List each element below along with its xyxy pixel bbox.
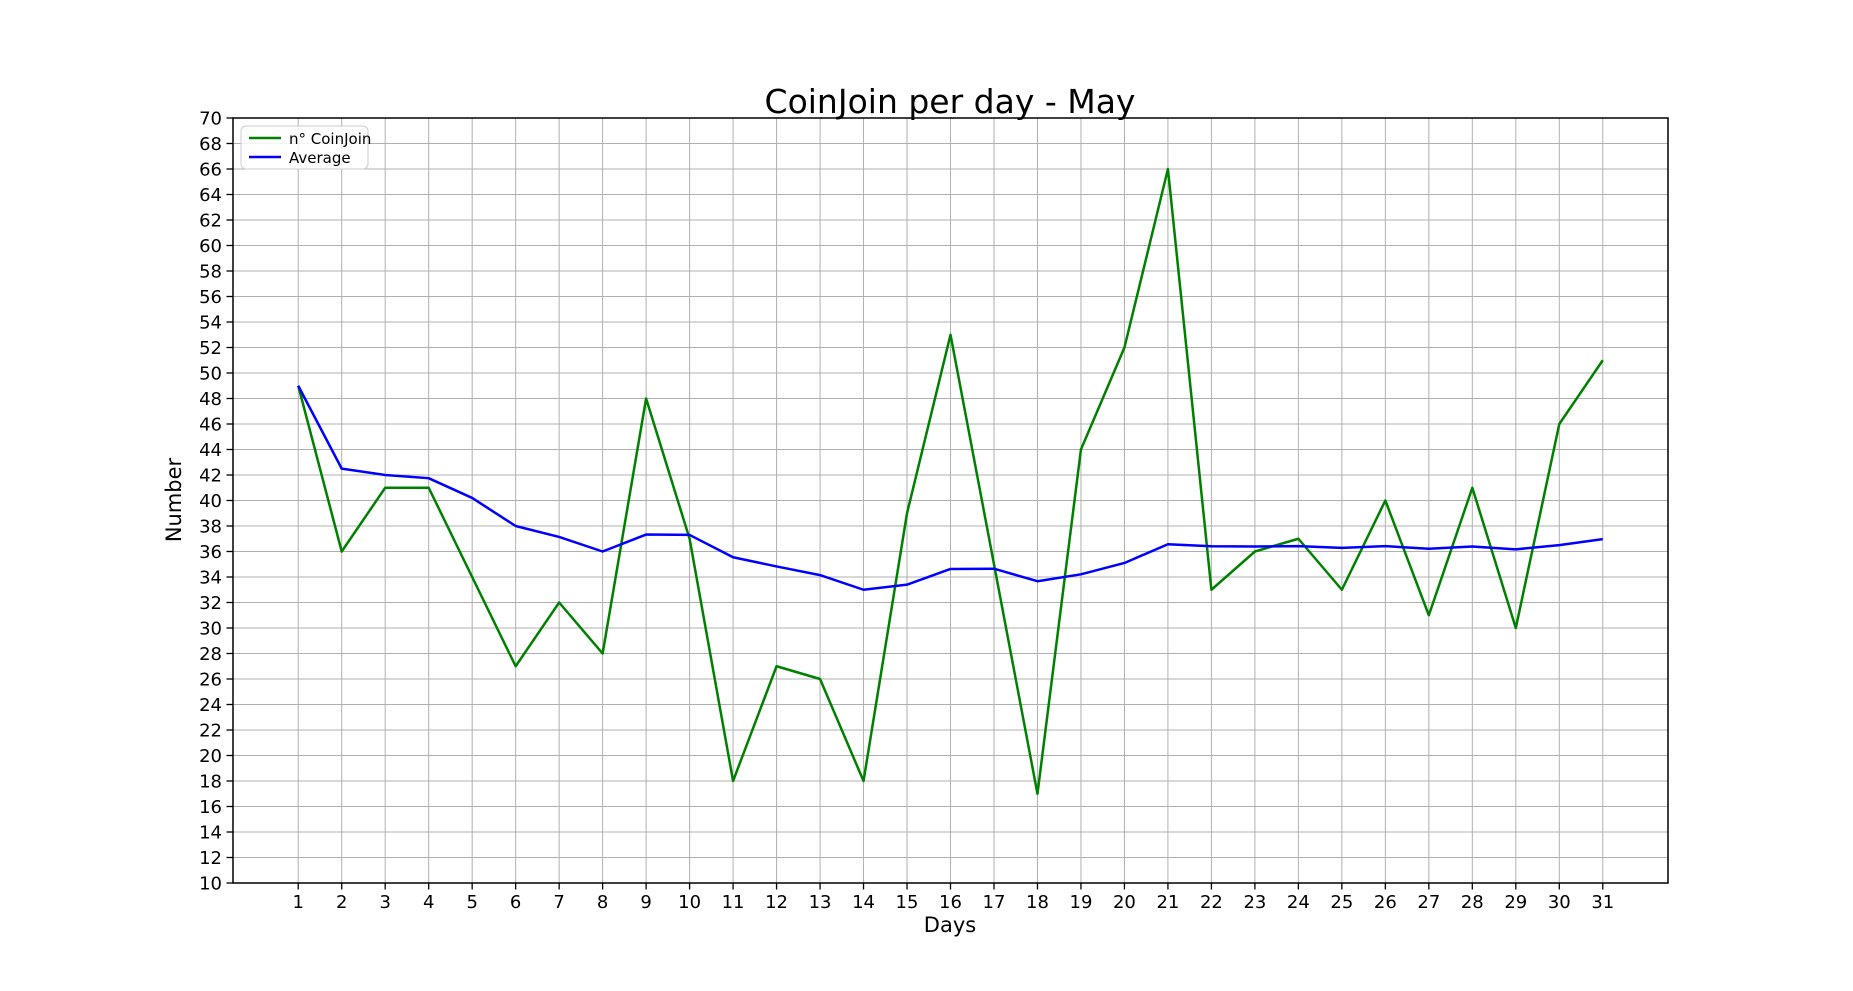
y-tick-label: 58 [199, 262, 222, 283]
x-tick-label: 1 [293, 892, 304, 913]
x-tick-label: 17 [983, 892, 1006, 913]
x-tick-label: 23 [1243, 892, 1266, 913]
y-tick-label: 62 [199, 211, 222, 232]
y-tick-label: 36 [199, 542, 222, 563]
x-tick-label: 15 [896, 892, 919, 913]
x-tick-label: 5 [466, 892, 477, 913]
y-tick-label: 26 [199, 670, 222, 691]
y-tick-label: 68 [199, 134, 222, 155]
y-tick-label: 28 [199, 644, 222, 665]
x-tick-label: 25 [1330, 892, 1353, 913]
x-tick-label: 8 [597, 892, 608, 913]
x-tick-label: 31 [1591, 892, 1614, 913]
x-tick-label: 6 [510, 892, 521, 913]
x-tick-label: 27 [1417, 892, 1440, 913]
legend: n° CoinJoin Average [240, 125, 371, 170]
y-tick-label: 46 [199, 415, 222, 436]
y-tick-label: 54 [199, 313, 222, 334]
legend-label-coinjoin: n° CoinJoin [289, 130, 371, 148]
x-tick-label: 20 [1113, 892, 1136, 913]
y-tick-label: 38 [199, 517, 222, 538]
y-tick-label: 16 [199, 797, 222, 818]
y-tick-label: 20 [199, 746, 222, 767]
x-tick-label: 7 [553, 892, 564, 913]
y-tick-label: 12 [199, 848, 222, 869]
y-tick-label: 10 [199, 874, 222, 895]
x-tick-label: 11 [722, 892, 745, 913]
series-layer [297, 167, 1604, 795]
x-tick-label: 9 [640, 892, 651, 913]
x-tick-label: 24 [1287, 892, 1310, 913]
y-tick-label: 56 [199, 287, 222, 308]
y-tick-label: 66 [199, 160, 222, 181]
x-axis-label: Days [924, 913, 976, 937]
y-tick-label: 42 [199, 466, 222, 487]
x-tick-label: 16 [939, 892, 962, 913]
y-axis-label: Number [162, 457, 186, 542]
y-tick-label: 30 [199, 619, 222, 640]
x-tick-label: 26 [1374, 892, 1397, 913]
x-tick-label: 13 [809, 892, 832, 913]
x-tick-label: 4 [423, 892, 434, 913]
series-line-coinjoin [297, 167, 1604, 795]
y-tick-label: 14 [199, 823, 222, 844]
y-tick-label: 64 [199, 185, 222, 206]
x-tick-label: 30 [1548, 892, 1571, 913]
y-tick-label: 32 [199, 593, 222, 614]
y-tick-label: 48 [199, 389, 222, 410]
x-tick-label: 22 [1200, 892, 1223, 913]
chart-title: CoinJoin per day - May [765, 82, 1136, 121]
series-line-average [297, 385, 1603, 591]
x-tick-label: 29 [1504, 892, 1527, 913]
x-tick-label: 18 [1026, 892, 1049, 913]
x-tick-label: 21 [1156, 892, 1179, 913]
plot-border [232, 117, 1669, 884]
y-tick-label: 18 [199, 772, 222, 793]
x-tick-label: 2 [336, 892, 347, 913]
y-tick-label: 24 [199, 695, 222, 716]
y-tick-label: 70 [199, 109, 222, 130]
tick-layer: 1 2 3 4 5 6 7 8 9 10 11 12 13 14 15 16 17 18 19 20 21 22 23 24 2… [199, 109, 1614, 914]
y-tick-label: 52 [199, 338, 222, 359]
x-tick-label: 12 [765, 892, 788, 913]
x-tick-label: 28 [1461, 892, 1484, 913]
y-tick-label: 60 [199, 236, 222, 257]
y-tick-label: 44 [199, 440, 222, 461]
x-tick-label: 3 [379, 892, 390, 913]
x-tick-label: 10 [678, 892, 701, 913]
legend-label-average: Average [289, 149, 351, 167]
grid-layer [233, 117, 1668, 884]
y-tick-label: 50 [199, 364, 222, 385]
y-tick-label: 40 [199, 491, 222, 512]
y-tick-label: 34 [199, 568, 222, 589]
y-tick-label: 22 [199, 721, 222, 742]
x-tick-label: 14 [852, 892, 875, 913]
x-tick-label: 19 [1070, 892, 1093, 913]
